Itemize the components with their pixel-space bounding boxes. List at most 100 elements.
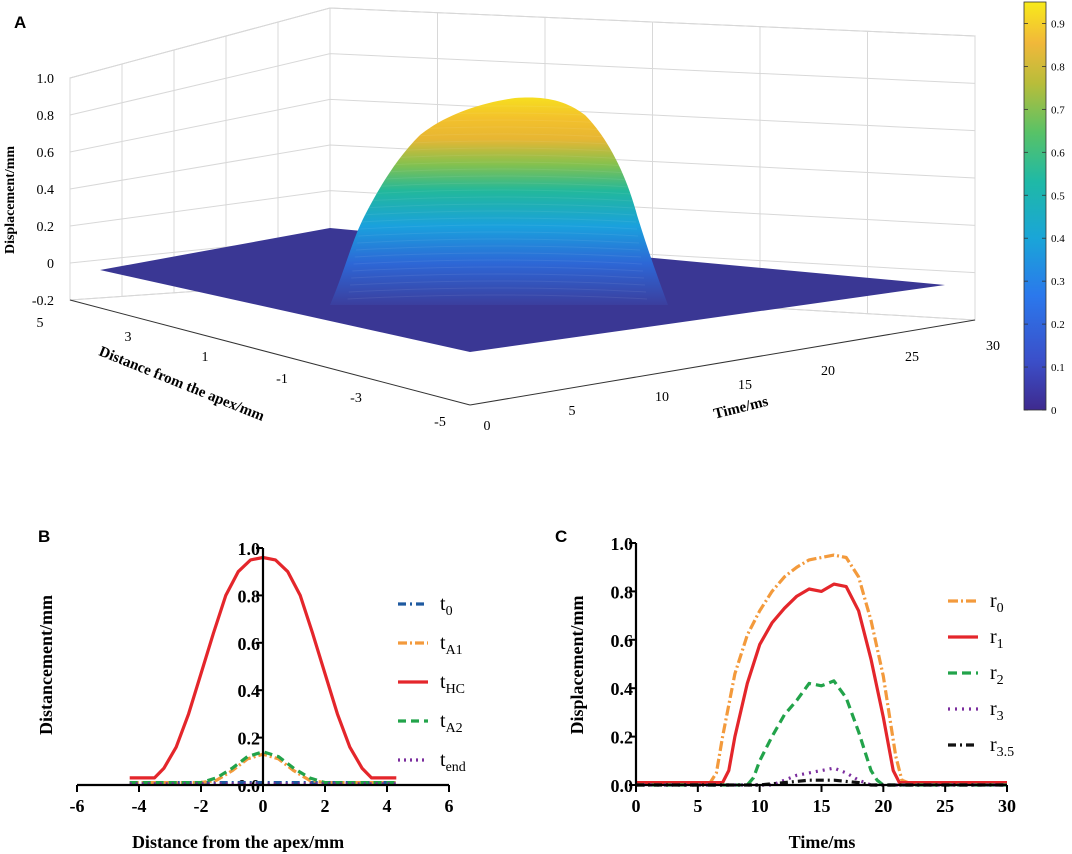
mesh-line: [369, 168, 630, 174]
colorbar-tick-label: 0.8: [1051, 61, 1065, 73]
panel-c-legend: r0 r1 r2 r3 r3.5: [948, 590, 1014, 760]
time-tick-label: 30: [986, 339, 1000, 354]
y-tick-label: 0.6: [238, 634, 261, 654]
colorbar: [1023, 1, 1047, 411]
panel-label-c: C: [555, 527, 567, 546]
z-tick-label: 0.4: [37, 183, 55, 198]
legend-label-r35: r3.5: [990, 734, 1014, 760]
mesh-line: [359, 224, 638, 230]
distance-tick-label: 3: [125, 330, 132, 345]
mesh-line: [358, 231, 639, 237]
z-tick-label: 0.6: [37, 146, 55, 161]
panel-c-axes: [634, 543, 1007, 787]
mesh-line: [364, 196, 634, 202]
x-tick-label: 10: [751, 796, 769, 816]
z-tick-label: -0.2: [32, 294, 54, 309]
colorbar-tick-label: 0.2: [1051, 319, 1065, 331]
series-line-r1: [636, 582, 1007, 785]
x-tick-label: -6: [70, 796, 85, 816]
distance-tick-label: -5: [434, 415, 446, 430]
colorbar-tick-label: 0.7: [1051, 104, 1065, 116]
panel-b-x-axis-label: Distance from the apex/mm: [132, 832, 344, 852]
time-axis-label: Time/ms: [712, 394, 770, 423]
x-tick-label: 4: [383, 796, 392, 816]
panel-a-surface-plot: -0.2 0 0.2 0.4 0.6 0.8 1.0 Displacement/mm 5 3 1…: [3, 1, 1065, 434]
legend-label-tA1: tA1: [440, 632, 463, 658]
colorbar-tick-label: 0.3: [1051, 276, 1065, 288]
mesh-line: [360, 217, 637, 223]
y-tick-label: 1.0: [238, 539, 261, 559]
mesh-line: [361, 210, 636, 216]
mesh-line: [378, 112, 622, 118]
z-axis-label: Displacement/mm: [3, 146, 18, 254]
x-tick-label: -4: [132, 796, 147, 816]
mesh-line: [379, 105, 621, 111]
y-tick-label: 0.4: [238, 681, 261, 701]
legend-label-r1: r1: [990, 626, 1004, 652]
mesh-line: [370, 161, 629, 167]
y-tick-label: 0.8: [611, 582, 634, 602]
y-tick-label: 0.6: [611, 631, 634, 651]
x-tick-label: 25: [936, 796, 954, 816]
series-line-r3: [636, 766, 1007, 787]
time-tick-label: 25: [905, 350, 919, 365]
time-tick-label: 0: [484, 419, 491, 434]
series-line-r2: [636, 679, 1007, 787]
y-tick-label: 0.2: [238, 729, 261, 749]
x-tick-label: 0: [259, 796, 268, 816]
legend-label-r3: r3: [990, 698, 1004, 724]
panel-b-legend: t0 tA1 tHC tA2 tend: [398, 593, 466, 775]
mesh-line: [354, 252, 642, 258]
mesh-line: [357, 238, 640, 244]
panel-c-ticks: 0 5 10 15 20 25 30 0.0 0.2 0.4 0.6 0.8 1.0: [611, 534, 1017, 816]
y-tick-label: 1.0: [611, 534, 634, 554]
series-line-r0: [636, 553, 1007, 785]
legend-label-r0: r0: [990, 590, 1004, 616]
x-tick-label: 5: [693, 796, 702, 816]
colorbar-tick-label: 0.4: [1051, 233, 1065, 245]
colorbar-tick-label: 0.6: [1051, 147, 1065, 159]
x-tick-label: 6: [445, 796, 454, 816]
x-tick-label: 2: [321, 796, 330, 816]
mesh-line: [352, 266, 644, 272]
legend-label-tend: tend: [440, 749, 466, 775]
z-tick-label: 1.0: [37, 72, 55, 87]
panel-b-y-axis-label: Distancement/mm: [36, 595, 56, 735]
mesh-line: [351, 273, 645, 279]
panel-label-b: B: [38, 527, 50, 546]
x-tick-label: 15: [813, 796, 831, 816]
panel-c-x-axis-label: Time/ms: [789, 832, 856, 852]
series-line-tA2: [129, 750, 397, 785]
distance-tick-label: 5: [37, 316, 44, 331]
colorbar-tick-label: 0: [1051, 405, 1057, 417]
legend-label-r2: r2: [990, 662, 1004, 688]
legend-label-t0: t0: [440, 593, 453, 619]
distance-tick-label: -3: [350, 391, 362, 406]
mesh-line: [373, 140, 626, 146]
panel-b-axes: [77, 548, 449, 787]
legend-label-tA2: tA2: [440, 710, 463, 736]
mesh-line: [376, 126, 624, 132]
panel-label-a: A: [14, 13, 26, 32]
colorbar-ticks: 0 0.1 0.2 0.3 0.4 0.5 0.6 0.7 0.8 0.9: [1024, 18, 1065, 417]
distance-tick-label: -1: [276, 372, 288, 387]
z-tick-label: 0: [47, 257, 54, 272]
y-tick-label: 0.8: [238, 586, 261, 606]
colorbar-tick-label: 0.1: [1051, 362, 1065, 374]
mesh-line: [372, 147, 627, 153]
mesh-line: [355, 245, 641, 251]
time-axis-line: [469, 319, 976, 406]
panel-c-y-axis-label: Displacement/mm: [567, 596, 587, 735]
x-tick-label: 20: [874, 796, 892, 816]
colorbar-tick-label: 0.5: [1051, 190, 1065, 202]
x-tick-label: 30: [998, 796, 1016, 816]
time-tick-label: 20: [821, 364, 835, 379]
colorbar-tick-label: 0.9: [1051, 18, 1065, 30]
surface-mesh-lines: [347, 105, 648, 300]
mesh-line: [371, 154, 628, 160]
panel-b-ticks: -6 -4 -2 0 2 4 60.00.20.40.60.81.0: [70, 539, 454, 816]
y-tick-label: 0.2: [611, 728, 634, 748]
z-tick-label: 0.8: [37, 109, 55, 124]
mesh-line: [349, 280, 646, 286]
